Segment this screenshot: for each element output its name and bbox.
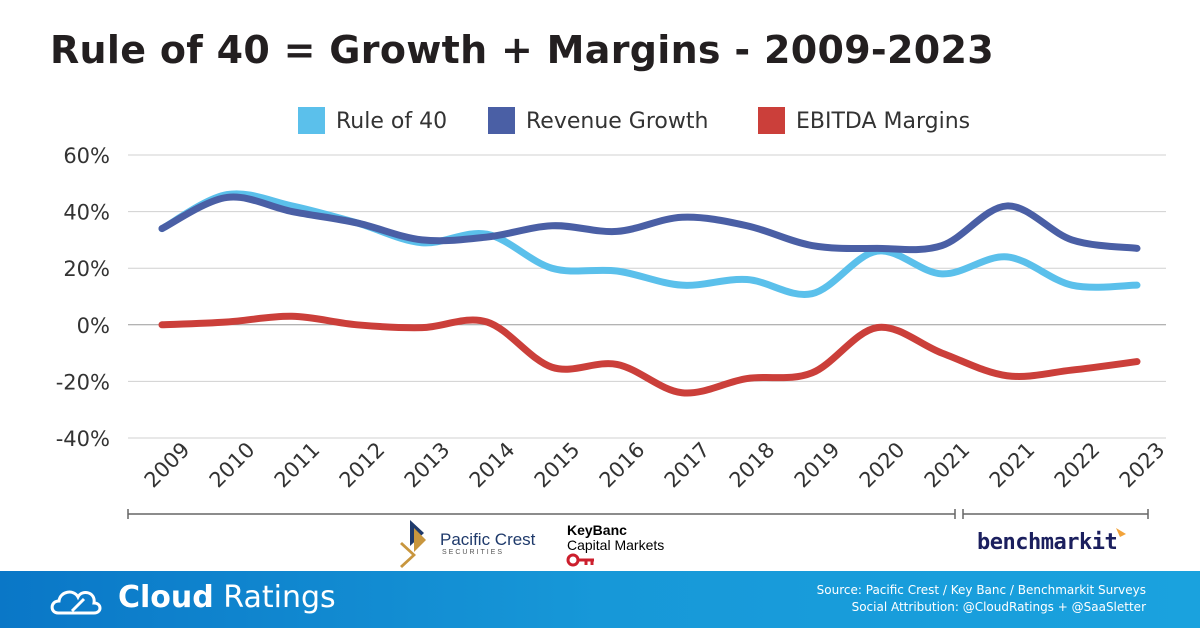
x-tick-label: 2013	[400, 438, 455, 493]
x-tick-label: 2014	[465, 438, 520, 493]
cloud-icon	[50, 590, 102, 615]
cloud-ratings-brand: Cloud Ratings	[118, 580, 336, 615]
legend-swatch	[298, 107, 325, 134]
x-tick-label: 2010	[205, 438, 260, 493]
x-tick-label: 2009	[140, 438, 195, 493]
legend-label: Revenue Growth	[526, 109, 708, 134]
x-tick-label: 2023	[1115, 438, 1170, 493]
legend-label: EBITDA Margins	[796, 109, 970, 134]
x-tick-label: 2011	[270, 438, 325, 493]
x-tick-label: 2015	[530, 438, 585, 493]
y-tick-label: 20%	[63, 257, 110, 281]
y-tick-label: -20%	[56, 370, 110, 394]
legend-swatch	[758, 107, 785, 134]
footer-bar: Cloud Ratings Source: Pacific Crest / Ke…	[0, 571, 1200, 628]
y-tick-label: 60%	[63, 144, 110, 168]
x-tick-label: 2016	[595, 438, 650, 493]
x-tick-label: 2020	[855, 438, 910, 493]
chart-title: Rule of 40 = Growth + Margins - 2009-202…	[50, 28, 994, 72]
x-tick-label: 2019	[790, 438, 845, 493]
y-tick-label: 0%	[77, 314, 110, 338]
benchmarkit-accent-icon	[1116, 528, 1126, 537]
attribution-note: Social Attribution: @CloudRatings + @Saa…	[851, 600, 1146, 614]
x-tick-label: 2021	[920, 438, 975, 493]
x-tick-label: 2012	[335, 438, 390, 493]
legend-label: Rule of 40	[336, 109, 447, 134]
x-tick-label: 2021	[985, 438, 1040, 493]
brand-bold: Cloud	[118, 580, 214, 615]
x-tick-label: 2018	[725, 438, 780, 493]
series-line	[158, 312, 1141, 397]
pacific-crest-logo-icon	[400, 520, 426, 568]
x-tick-label: 2022	[1050, 438, 1105, 493]
source-note: Source: Pacific Crest / Key Banc / Bench…	[816, 583, 1146, 597]
y-tick-label: -40%	[56, 427, 110, 451]
series-line	[158, 193, 1141, 254]
brand-light: Ratings	[223, 580, 336, 615]
key-icon	[566, 553, 594, 567]
y-tick-label: 40%	[63, 201, 110, 225]
x-tick-label: 2017	[660, 438, 715, 493]
legend-swatch	[488, 107, 515, 134]
